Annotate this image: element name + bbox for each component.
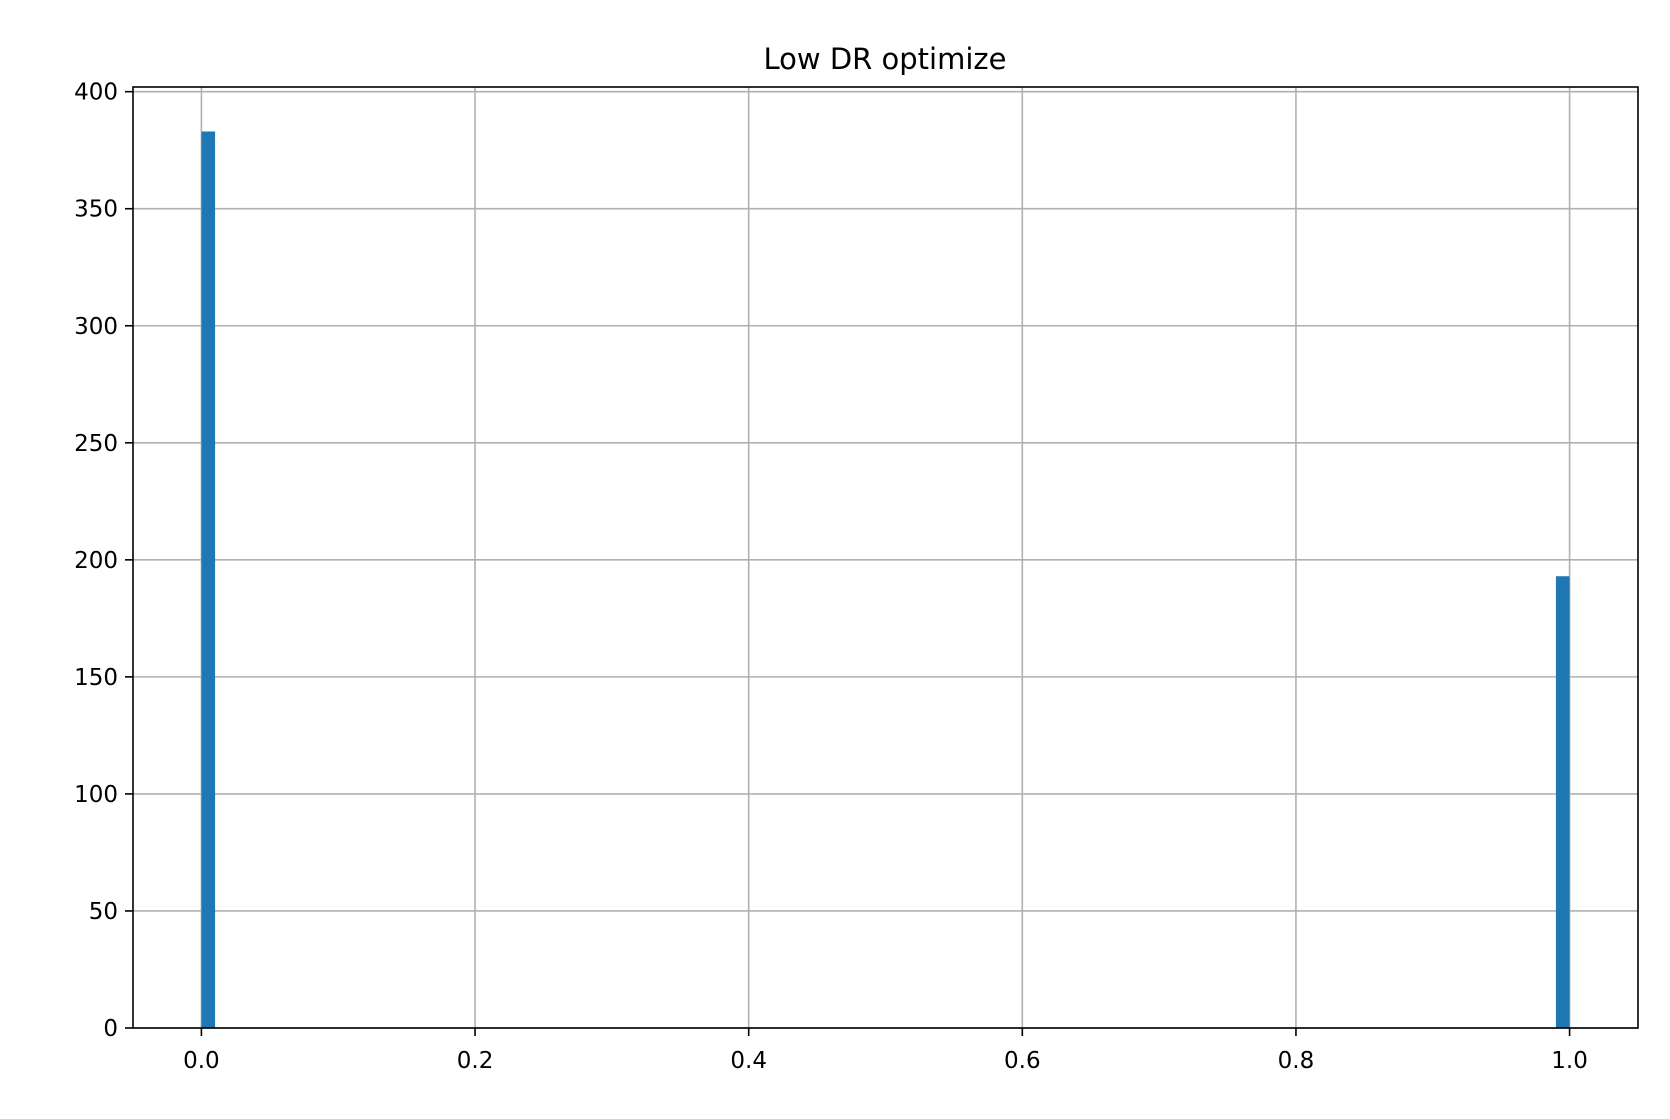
y-tick-label-8: 400 xyxy=(74,80,118,106)
ticks: 0.0 0.2 0.4 0.6 0.8 1.0 0 50 100 150 200 250 300 350 4… xyxy=(74,80,1588,1074)
x-tick-label-2: 0.4 xyxy=(730,1048,767,1074)
y-tick-label-6: 300 xyxy=(74,314,118,340)
y-tick-label-0: 0 xyxy=(103,1016,118,1042)
y-tick-label-1: 50 xyxy=(89,899,118,925)
grid-lines xyxy=(133,87,1638,1029)
y-tick-label-2: 100 xyxy=(74,782,118,808)
axes-frame xyxy=(132,86,1639,1029)
x-tick-label-5: 1.0 xyxy=(1551,1048,1588,1074)
x-tick-label-3: 0.6 xyxy=(1004,1048,1041,1074)
y-tick-label-3: 150 xyxy=(74,665,118,691)
bars xyxy=(201,131,1570,1029)
y-tick-label-4: 200 xyxy=(74,548,118,574)
histogram-bar-0 xyxy=(201,131,216,1029)
x-tick-label-4: 0.8 xyxy=(1278,1048,1315,1074)
x-tick-label-1: 0.2 xyxy=(457,1048,494,1074)
x-tick-label-0: 0.0 xyxy=(183,1048,220,1074)
chart-title: Low DR optimize xyxy=(764,42,1007,76)
y-tick-label-5: 250 xyxy=(74,431,118,457)
y-tick-label-7: 350 xyxy=(74,197,118,223)
histogram-bar-1 xyxy=(1555,576,1570,1028)
